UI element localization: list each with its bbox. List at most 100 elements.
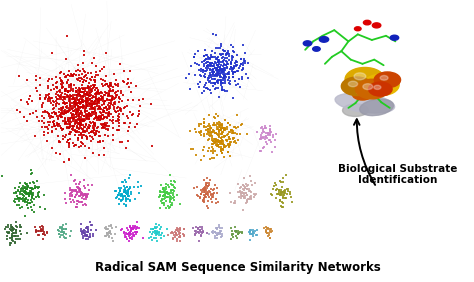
Point — [124, 232, 132, 236]
Point — [81, 231, 89, 235]
Point — [26, 192, 33, 196]
Point — [266, 127, 274, 131]
Point — [121, 187, 128, 192]
Point — [65, 122, 73, 126]
Point — [105, 89, 113, 94]
Point — [79, 233, 87, 238]
Point — [77, 192, 84, 197]
Point — [203, 64, 211, 69]
Point — [274, 192, 282, 197]
Point — [100, 116, 107, 121]
Point — [219, 85, 226, 90]
Point — [257, 136, 265, 141]
Point — [105, 85, 113, 89]
Point — [15, 196, 22, 200]
Point — [240, 176, 248, 180]
Point — [219, 60, 227, 64]
Point — [26, 186, 34, 190]
Point — [124, 232, 131, 236]
Point — [247, 232, 255, 236]
Point — [259, 131, 266, 136]
Point — [148, 144, 156, 148]
Point — [77, 95, 84, 100]
Point — [89, 183, 96, 188]
Point — [105, 230, 113, 235]
Point — [80, 53, 88, 57]
Point — [202, 48, 210, 52]
Point — [79, 111, 86, 116]
Point — [98, 113, 106, 117]
Point — [69, 115, 76, 120]
Point — [210, 129, 218, 133]
Point — [136, 109, 143, 113]
Point — [106, 81, 114, 85]
Point — [217, 67, 225, 71]
Point — [32, 195, 40, 199]
Point — [85, 111, 93, 116]
Point — [81, 86, 88, 91]
Point — [201, 72, 209, 76]
Point — [60, 136, 67, 141]
Point — [228, 60, 235, 65]
Point — [202, 85, 210, 90]
Point — [28, 187, 36, 191]
Point — [88, 93, 95, 98]
Point — [66, 116, 73, 120]
Point — [88, 223, 96, 228]
Point — [201, 83, 209, 87]
Point — [72, 122, 79, 126]
Point — [73, 73, 80, 78]
Point — [115, 186, 123, 190]
Point — [75, 188, 82, 192]
Point — [246, 230, 254, 235]
Point — [150, 235, 158, 240]
Point — [219, 52, 226, 56]
Point — [76, 188, 84, 192]
Point — [222, 53, 230, 57]
Point — [85, 100, 93, 105]
Point — [57, 79, 65, 83]
Point — [228, 65, 236, 70]
Point — [75, 190, 83, 195]
Point — [194, 226, 202, 230]
Point — [164, 192, 172, 197]
Point — [84, 104, 92, 109]
Point — [214, 232, 222, 236]
Point — [151, 226, 159, 230]
Point — [251, 193, 259, 197]
Point — [23, 187, 30, 191]
Point — [109, 96, 116, 101]
Point — [196, 72, 204, 77]
Point — [212, 138, 219, 142]
Point — [224, 120, 231, 125]
Point — [270, 184, 277, 188]
Point — [98, 114, 105, 118]
Point — [271, 145, 278, 149]
Point — [123, 103, 131, 108]
Point — [105, 235, 113, 239]
Point — [62, 86, 69, 91]
Point — [207, 186, 215, 191]
Point — [55, 94, 63, 98]
Point — [167, 203, 175, 208]
Point — [186, 128, 193, 133]
Point — [223, 137, 230, 142]
Point — [201, 74, 208, 78]
Point — [91, 106, 99, 111]
Point — [41, 97, 48, 101]
Point — [257, 126, 265, 130]
Point — [28, 186, 36, 191]
Point — [53, 81, 60, 85]
Point — [240, 194, 247, 199]
Point — [158, 198, 166, 202]
Point — [197, 232, 205, 237]
Point — [205, 74, 213, 79]
Point — [63, 122, 71, 126]
Point — [214, 63, 222, 67]
Point — [220, 134, 228, 138]
Point — [101, 98, 109, 103]
Point — [76, 97, 84, 101]
Point — [75, 129, 82, 134]
Point — [91, 91, 99, 96]
Point — [48, 129, 56, 134]
